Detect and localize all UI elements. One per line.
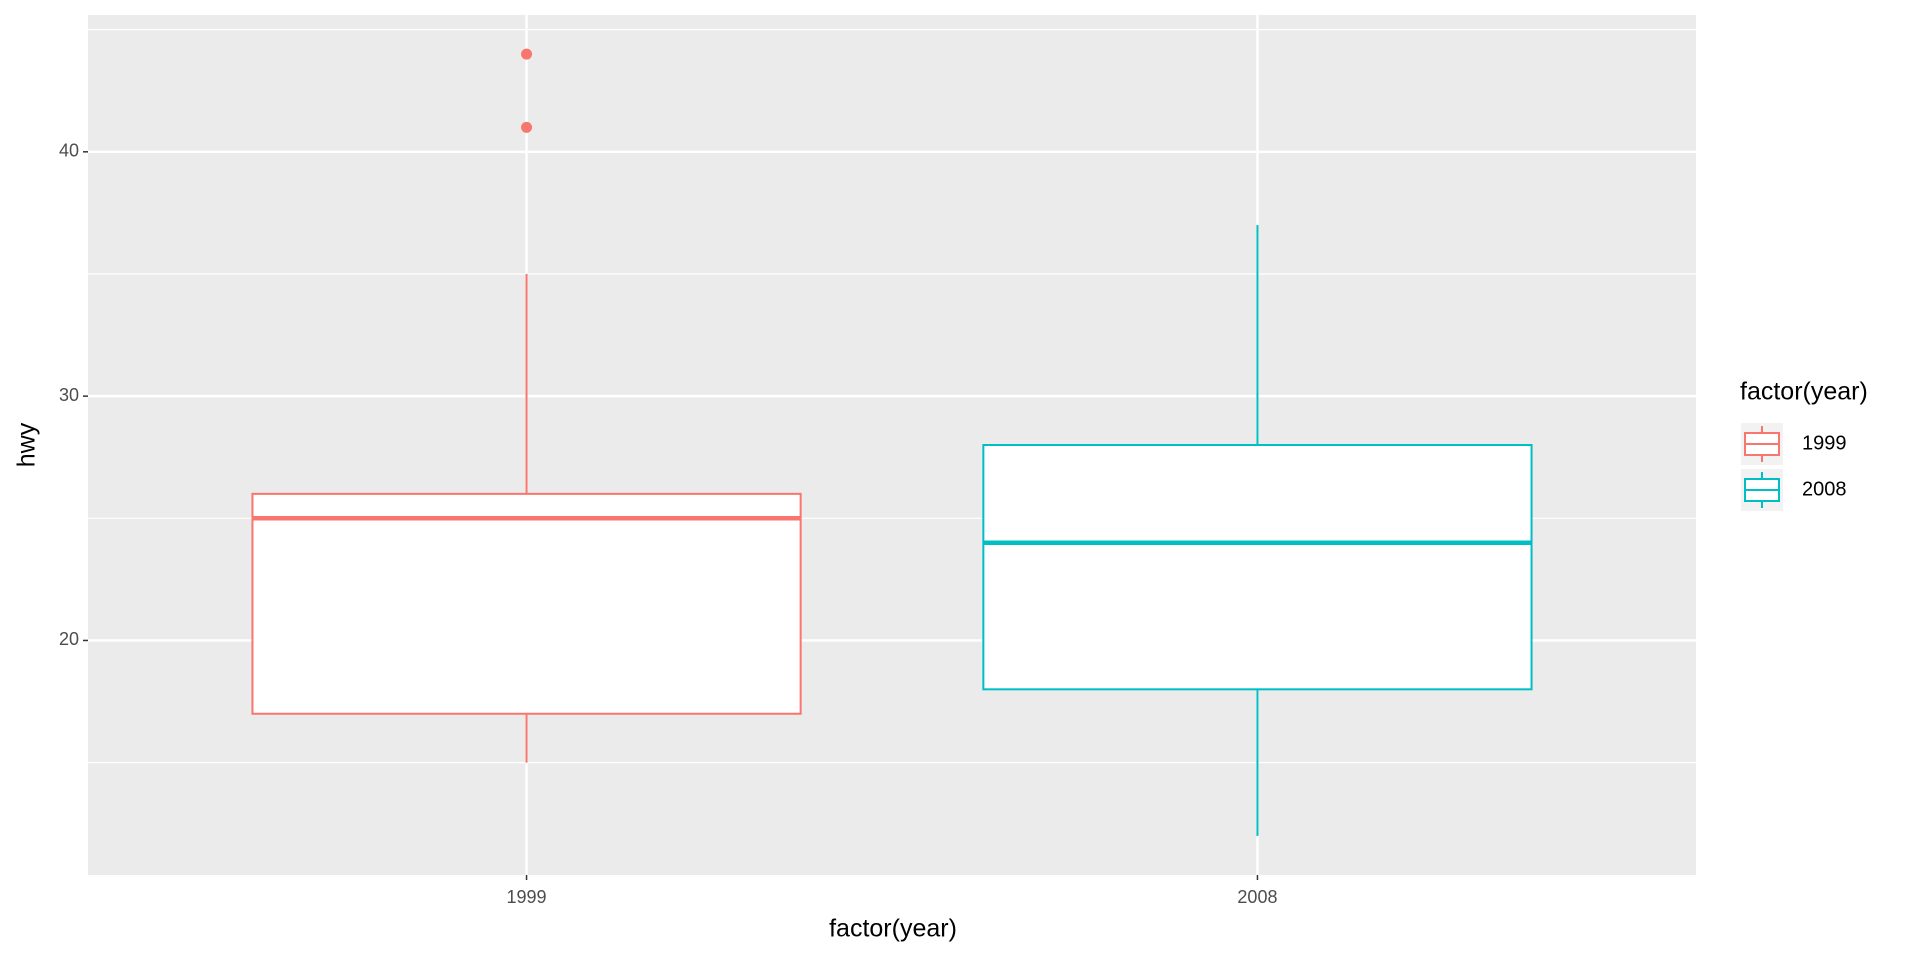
y-tick-label: 40: [59, 141, 79, 161]
legend-title: factor(year): [1740, 378, 1868, 406]
legend-label: 1999: [1802, 432, 1847, 454]
x-tick-label: 2008: [1237, 887, 1277, 907]
legend-label: 2008: [1802, 478, 1847, 500]
y-tick-label: 30: [59, 385, 79, 405]
outlier: [521, 48, 533, 60]
outlier: [521, 121, 533, 133]
box: [982, 444, 1533, 691]
box: [251, 492, 802, 715]
y-axis-title: hwy: [13, 422, 41, 467]
x-tick-label: 1999: [507, 887, 547, 907]
x-axis-title: factor(year): [829, 915, 957, 943]
y-tick-label: 20: [59, 629, 79, 649]
